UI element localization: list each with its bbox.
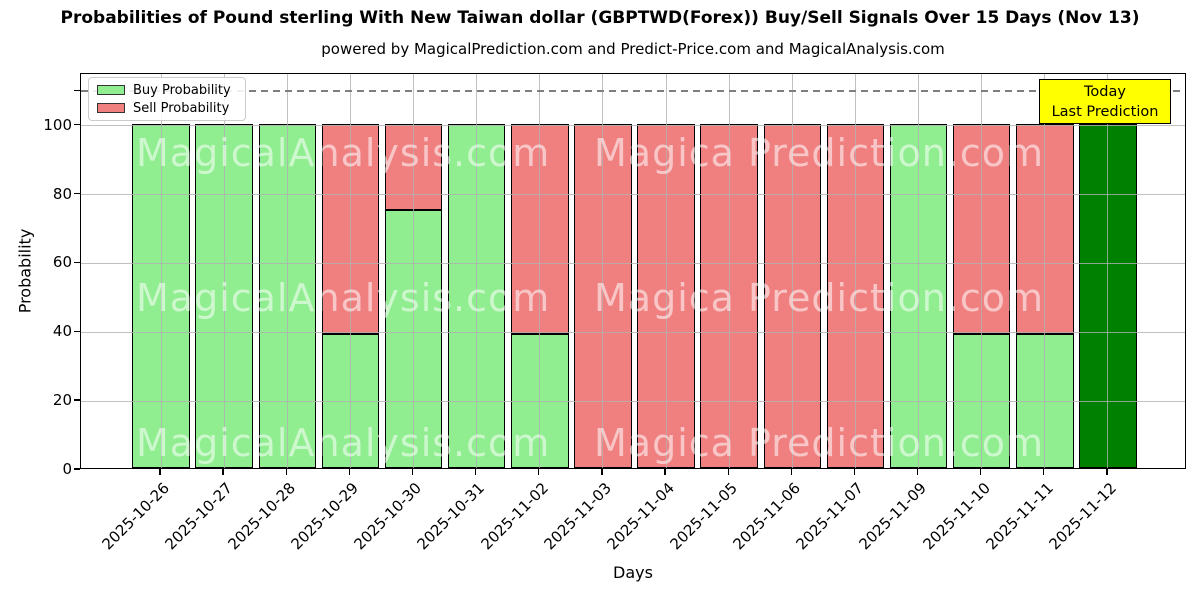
x-tick-mark: [980, 469, 982, 475]
y-tick-mark: [74, 261, 80, 264]
y-tick-mark: [74, 399, 80, 401]
x-tick-label-text: 2025-11-06: [729, 479, 805, 554]
x-tick-mark: [159, 469, 161, 475]
vertical-gridline: [539, 74, 541, 468]
y-tick-label: 40: [52, 322, 72, 341]
watermark-text-right: Magica Prediction.com: [594, 276, 1045, 320]
today-annotation-line2: Last Prediction: [1051, 103, 1159, 120]
x-tick-label-text: 2025-11-02: [477, 479, 552, 554]
x-tick-mark: [916, 469, 919, 475]
plot-area: MagicalAnalysis.com Magica Prediction.com…: [80, 73, 1186, 469]
legend-swatch-sell: [97, 103, 125, 113]
legend-label-buy: Buy Probability: [133, 82, 231, 98]
vertical-gridline: [728, 74, 730, 468]
y-tick-label: 20: [52, 391, 72, 410]
x-axis-label: Days: [613, 563, 653, 582]
watermark-text-right: Magica Prediction.com: [594, 131, 1045, 175]
legend: Buy Probability Sell Probability: [88, 77, 246, 121]
legend-item-buy: Buy Probability: [97, 84, 245, 97]
x-tick-label-text: 2025-11-07: [792, 479, 868, 554]
vertical-gridline: [1044, 74, 1046, 468]
vertical-gridline: [160, 74, 162, 468]
x-tick-label-text: 2025-10-29: [287, 479, 363, 554]
watermark-text-right: Magica Prediction.com: [594, 421, 1045, 465]
y-tick-label: 60: [52, 253, 72, 272]
y-tick-mark-dashed-level: [74, 89, 80, 91]
x-tick-label-text: 2025-11-09: [855, 479, 931, 554]
x-tick-mark: [285, 469, 287, 475]
x-tick-label-text: 2025-10-28: [224, 479, 299, 554]
y-tick-mark: [74, 330, 80, 332]
vertical-gridline: [1107, 74, 1109, 468]
horizontal-gridline: [81, 400, 1185, 402]
watermark-text-left: MagicalAnalysis.com: [136, 131, 551, 175]
horizontal-gridline: [81, 194, 1185, 196]
vertical-gridline: [413, 74, 415, 468]
y-tick-mark: [74, 468, 80, 470]
x-tick-mark: [601, 469, 603, 475]
vertical-gridline: [349, 74, 351, 468]
horizontal-gridline: [81, 331, 1185, 333]
y-tick-mark: [74, 124, 80, 126]
x-tick-mark: [727, 469, 729, 475]
chart-subtitle: powered by MagicalPrediction.com and Pre…: [321, 40, 945, 58]
horizontal-gridline: [81, 125, 1185, 127]
horizontal-gridline: [81, 262, 1185, 264]
x-tick-label-text: 2025-11-12: [1045, 479, 1120, 554]
x-tick-mark: [348, 469, 351, 475]
x-tick-mark: [664, 469, 666, 475]
vertical-gridline: [854, 74, 856, 468]
today-annotation-line1: Today: [1084, 83, 1126, 100]
x-tick-mark: [790, 469, 792, 475]
y-tick-mark: [74, 192, 80, 195]
vertical-gridline: [665, 74, 667, 468]
y-tick-label: 100: [43, 115, 72, 134]
vertical-gridline: [981, 74, 983, 468]
x-tick-mark: [1043, 469, 1045, 475]
x-tick-mark: [1106, 469, 1108, 475]
vertical-gridline: [286, 74, 288, 468]
x-tick-mark: [853, 469, 856, 475]
x-tick-label-text: 2025-10-26: [98, 479, 173, 554]
x-tick-label-text: 2025-10-30: [350, 479, 426, 554]
x-tick-mark: [475, 469, 477, 475]
vertical-gridline: [791, 74, 793, 468]
y-tick-label: 80: [52, 184, 72, 203]
x-tick-label-text: 2025-10-31: [413, 479, 489, 554]
vertical-gridline: [223, 74, 225, 468]
watermark-text-left: MagicalAnalysis.com: [136, 276, 551, 320]
x-tick-mark: [538, 469, 540, 475]
legend-item-sell: Sell Probability: [97, 102, 245, 115]
x-tick-label-text: 2025-10-27: [161, 479, 236, 554]
legend-label-sell: Sell Probability: [133, 100, 230, 116]
x-tick-label-text: 2025-11-10: [919, 479, 994, 554]
x-tick-mark: [222, 469, 224, 475]
dashed-guide-line: [81, 90, 1185, 92]
vertical-gridline: [476, 74, 478, 468]
watermark-text-left: MagicalAnalysis.com: [136, 421, 551, 465]
chart-title: Probabilities of Pound sterling With New…: [60, 8, 1140, 28]
today-annotation-box: Today Last Prediction: [1039, 79, 1171, 124]
x-tick-label-text: 2025-11-04: [603, 479, 678, 554]
x-tick-mark: [411, 469, 414, 475]
x-tick-label-text: 2025-11-05: [666, 479, 741, 554]
vertical-gridline: [918, 74, 920, 468]
legend-swatch-buy: [97, 85, 125, 95]
x-tick-label-text: 2025-11-03: [540, 479, 615, 554]
y-tick-label: 0: [62, 460, 72, 478]
vertical-gridline: [602, 74, 604, 468]
